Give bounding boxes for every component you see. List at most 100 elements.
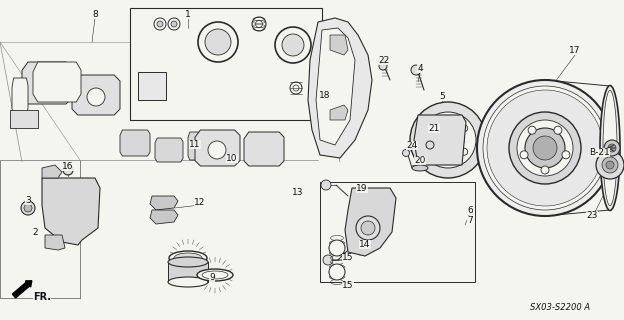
Text: FR.: FR. [33, 292, 51, 302]
Circle shape [282, 34, 304, 56]
Circle shape [63, 165, 73, 175]
Ellipse shape [600, 85, 620, 211]
Text: 19: 19 [356, 183, 368, 193]
Polygon shape [345, 188, 396, 256]
Text: 2: 2 [32, 228, 38, 236]
Circle shape [487, 90, 603, 206]
Polygon shape [150, 196, 178, 210]
Polygon shape [168, 262, 208, 282]
Circle shape [275, 27, 311, 63]
Circle shape [329, 264, 345, 280]
Circle shape [517, 120, 573, 176]
Circle shape [329, 240, 345, 256]
Circle shape [410, 102, 486, 178]
Circle shape [432, 124, 464, 156]
Text: SX03-S2200 A: SX03-S2200 A [530, 303, 590, 313]
Text: 7: 7 [467, 215, 473, 225]
Circle shape [157, 21, 163, 27]
Circle shape [379, 62, 387, 70]
Polygon shape [308, 18, 372, 158]
Text: 21: 21 [428, 124, 440, 132]
Circle shape [602, 157, 618, 173]
Circle shape [533, 136, 557, 160]
Text: 9: 9 [209, 274, 215, 283]
Polygon shape [330, 35, 348, 55]
Circle shape [562, 151, 570, 159]
Ellipse shape [197, 269, 233, 281]
Text: 1: 1 [185, 10, 191, 19]
Text: 6: 6 [467, 205, 473, 214]
Circle shape [438, 117, 446, 124]
Text: 8: 8 [92, 10, 98, 19]
Circle shape [24, 204, 32, 212]
Circle shape [21, 201, 35, 215]
Text: 10: 10 [227, 154, 238, 163]
Text: 13: 13 [292, 188, 304, 196]
Text: 23: 23 [587, 211, 598, 220]
Circle shape [525, 128, 565, 168]
Polygon shape [42, 165, 62, 178]
Text: 18: 18 [319, 91, 331, 100]
Polygon shape [22, 62, 72, 104]
Polygon shape [414, 115, 466, 165]
Bar [130, 8, 322, 120]
Polygon shape [10, 110, 38, 128]
Polygon shape [330, 105, 348, 120]
Ellipse shape [168, 257, 208, 267]
Circle shape [252, 17, 266, 31]
Circle shape [461, 125, 467, 132]
Circle shape [198, 22, 238, 62]
Circle shape [171, 21, 177, 27]
Text: B-21: B-21 [590, 148, 610, 156]
Circle shape [323, 255, 333, 265]
Circle shape [205, 29, 231, 55]
Circle shape [426, 141, 434, 149]
Text: 20: 20 [414, 156, 426, 164]
Text: 17: 17 [569, 45, 581, 54]
Text: 24: 24 [406, 140, 417, 149]
Polygon shape [42, 178, 100, 245]
Circle shape [411, 65, 421, 75]
Circle shape [608, 144, 616, 152]
Text: 3: 3 [25, 196, 31, 204]
Ellipse shape [169, 251, 207, 265]
Circle shape [541, 166, 549, 174]
Polygon shape [155, 138, 183, 162]
Circle shape [596, 151, 624, 179]
Bar [24, 204, 32, 212]
Polygon shape [150, 210, 178, 224]
Polygon shape [316, 28, 355, 145]
Text: 11: 11 [189, 140, 201, 148]
Circle shape [356, 216, 380, 240]
Text: 5: 5 [439, 92, 445, 100]
Polygon shape [138, 72, 166, 100]
Polygon shape [195, 130, 240, 166]
Ellipse shape [603, 91, 617, 205]
Text: 15: 15 [342, 282, 354, 291]
Text: 4: 4 [417, 63, 423, 73]
Circle shape [461, 148, 467, 155]
Circle shape [37, 75, 57, 95]
Polygon shape [244, 132, 284, 166]
Text: 15: 15 [342, 253, 354, 262]
Polygon shape [72, 75, 120, 115]
FancyArrow shape [12, 281, 32, 298]
Circle shape [606, 161, 614, 169]
Circle shape [87, 88, 105, 106]
Polygon shape [33, 62, 81, 102]
Circle shape [528, 126, 536, 134]
Text: 16: 16 [62, 162, 74, 171]
Circle shape [477, 80, 613, 216]
Circle shape [420, 112, 476, 168]
Circle shape [424, 137, 432, 143]
Polygon shape [188, 132, 210, 160]
Ellipse shape [174, 253, 202, 263]
Text: 22: 22 [378, 55, 389, 65]
Ellipse shape [412, 165, 428, 171]
Text: 14: 14 [359, 239, 371, 249]
Polygon shape [12, 78, 28, 116]
Circle shape [483, 86, 607, 210]
Circle shape [604, 140, 620, 156]
Ellipse shape [168, 277, 208, 287]
Circle shape [321, 180, 331, 190]
